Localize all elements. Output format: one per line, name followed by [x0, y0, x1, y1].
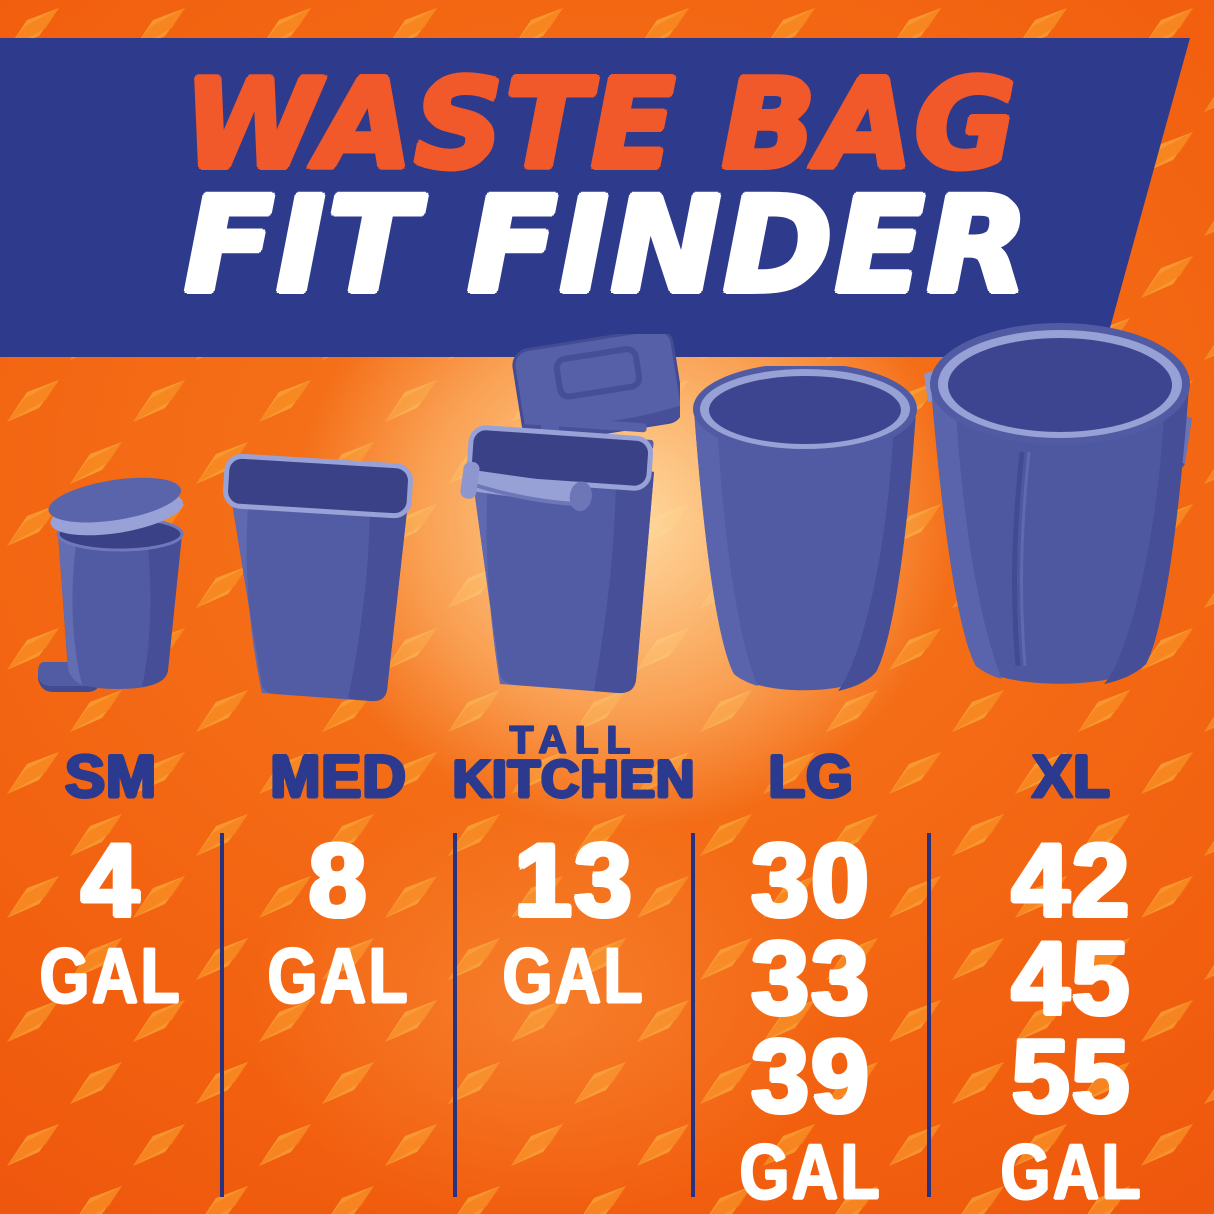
gallon-capacity-row: 4 GAL 8 GAL 13 GAL 30 33 39 GAL 42 45 55: [0, 823, 1214, 1214]
gallon-unit: GAL: [502, 931, 646, 1019]
column-divider: [220, 833, 224, 1197]
wastebasket-can-icon: [223, 453, 413, 702]
gallon-unit: GAL: [39, 931, 183, 1019]
size-label-main: LG: [767, 743, 854, 810]
gallon-value: 30: [750, 823, 871, 939]
size-label-lg: LG: [693, 702, 929, 810]
size-label-main: SM: [64, 743, 158, 810]
gallon-unit: GAL: [739, 1127, 883, 1214]
size-label-row: SM MED TALL KITCHEN LG XL: [0, 702, 1214, 810]
xl-round-can-icon: [924, 323, 1192, 684]
size-label-top: TALL: [509, 718, 639, 762]
gallons-tall-kitchen: 13 GAL: [455, 823, 693, 1210]
column-divider: [453, 833, 457, 1197]
column-divider: [691, 833, 695, 1197]
gallons-lg: 30 33 39 GAL: [693, 823, 929, 1214]
tall-kitchen-can-icon: [460, 334, 680, 694]
gallons-med: 8 GAL: [222, 823, 455, 1210]
size-label-med: MED: [222, 702, 455, 810]
gallon-value: 39: [750, 1019, 871, 1135]
size-label-xl: XL: [929, 702, 1214, 810]
title-banner: [0, 38, 1190, 357]
title-line-2: FIT FINDER: [182, 169, 1031, 323]
size-label-sm: SM: [0, 702, 222, 810]
gallon-value: 8: [307, 823, 369, 939]
title-line-1: WASTE BAG: [182, 54, 1018, 197]
gallons-sm: 4 GAL: [0, 823, 222, 1210]
gallon-value: 33: [750, 921, 871, 1037]
size-label-main: XL: [1031, 743, 1111, 810]
gallon-value: 13: [513, 823, 634, 939]
gallon-unit: GAL: [267, 931, 410, 1019]
gallon-unit: GAL: [1000, 1127, 1143, 1214]
step-can-icon: [38, 477, 184, 692]
gallon-value: 4: [80, 823, 141, 939]
column-divider: [927, 833, 931, 1197]
size-label-main: KITCHEN: [451, 749, 696, 809]
gallons-xl: 42 45 55 GAL: [929, 823, 1214, 1214]
gallon-value: 45: [1010, 921, 1132, 1037]
round-can-icon: [693, 366, 917, 691]
size-label-main: MED: [269, 743, 407, 810]
gallon-value: 42: [1010, 823, 1132, 939]
size-label-tall-kitchen: TALL KITCHEN: [451, 702, 696, 809]
gallon-value: 55: [1010, 1019, 1132, 1135]
